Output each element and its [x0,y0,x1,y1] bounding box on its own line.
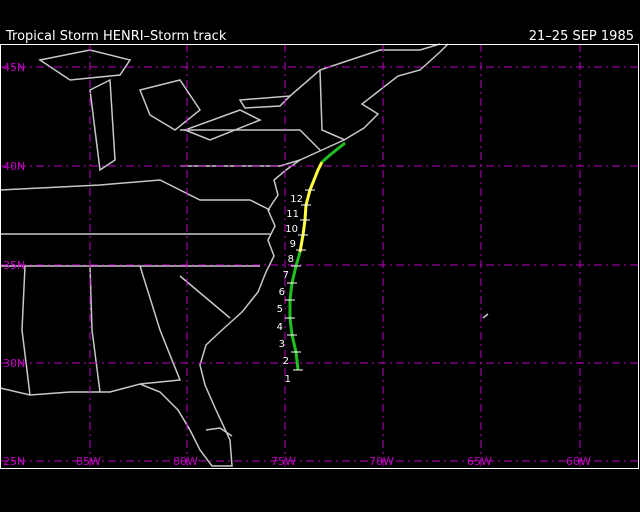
track-label: 12 [290,194,303,205]
state-border [89,265,101,393]
lake [182,109,262,141]
lon-label: 70W [369,455,394,468]
coastline [289,43,441,97]
track-label: 10 [285,224,298,235]
lon-label: 65W [467,455,492,468]
state-border [180,159,301,167]
title: Tropical Storm HENRI–Storm track [5,29,227,44]
state-border [139,265,182,385]
coastline [0,43,449,467]
lat-label: 40N [3,160,25,173]
state-border [319,69,346,141]
date: 21–25 SEP 1985 [529,29,634,44]
state-border [0,179,271,211]
lat-label: 30N [3,357,25,370]
island [482,313,489,319]
track-weakening [321,141,346,164]
lake [89,78,116,172]
track-label: 8 [288,254,294,265]
lon-label: 85W [76,455,101,468]
state-border [21,265,31,396]
track-label: 5 [277,304,283,315]
track-label: 2 [283,356,289,367]
track-label: 11 [286,209,299,220]
track-label: 3 [279,339,285,350]
island [205,427,233,437]
track-label: 1 [285,374,291,385]
track-label: 7 [283,270,289,281]
track-depression [288,251,302,371]
lake [38,49,132,81]
lon-label: 75W [271,455,296,468]
land-outlines [0,43,489,467]
state-border [179,275,231,319]
lon-label: 60W [566,455,591,468]
track-label: 4 [277,322,283,333]
lat-label: 25N [3,455,25,468]
track-label: 6 [279,287,285,298]
map-frame [0,44,639,469]
lat-label: 45N [3,61,25,74]
track-label: 9 [290,239,296,250]
lat-label: 35N [3,259,25,272]
lake [238,95,292,109]
lon-label: 80W [173,455,198,468]
state-border [180,129,321,151]
